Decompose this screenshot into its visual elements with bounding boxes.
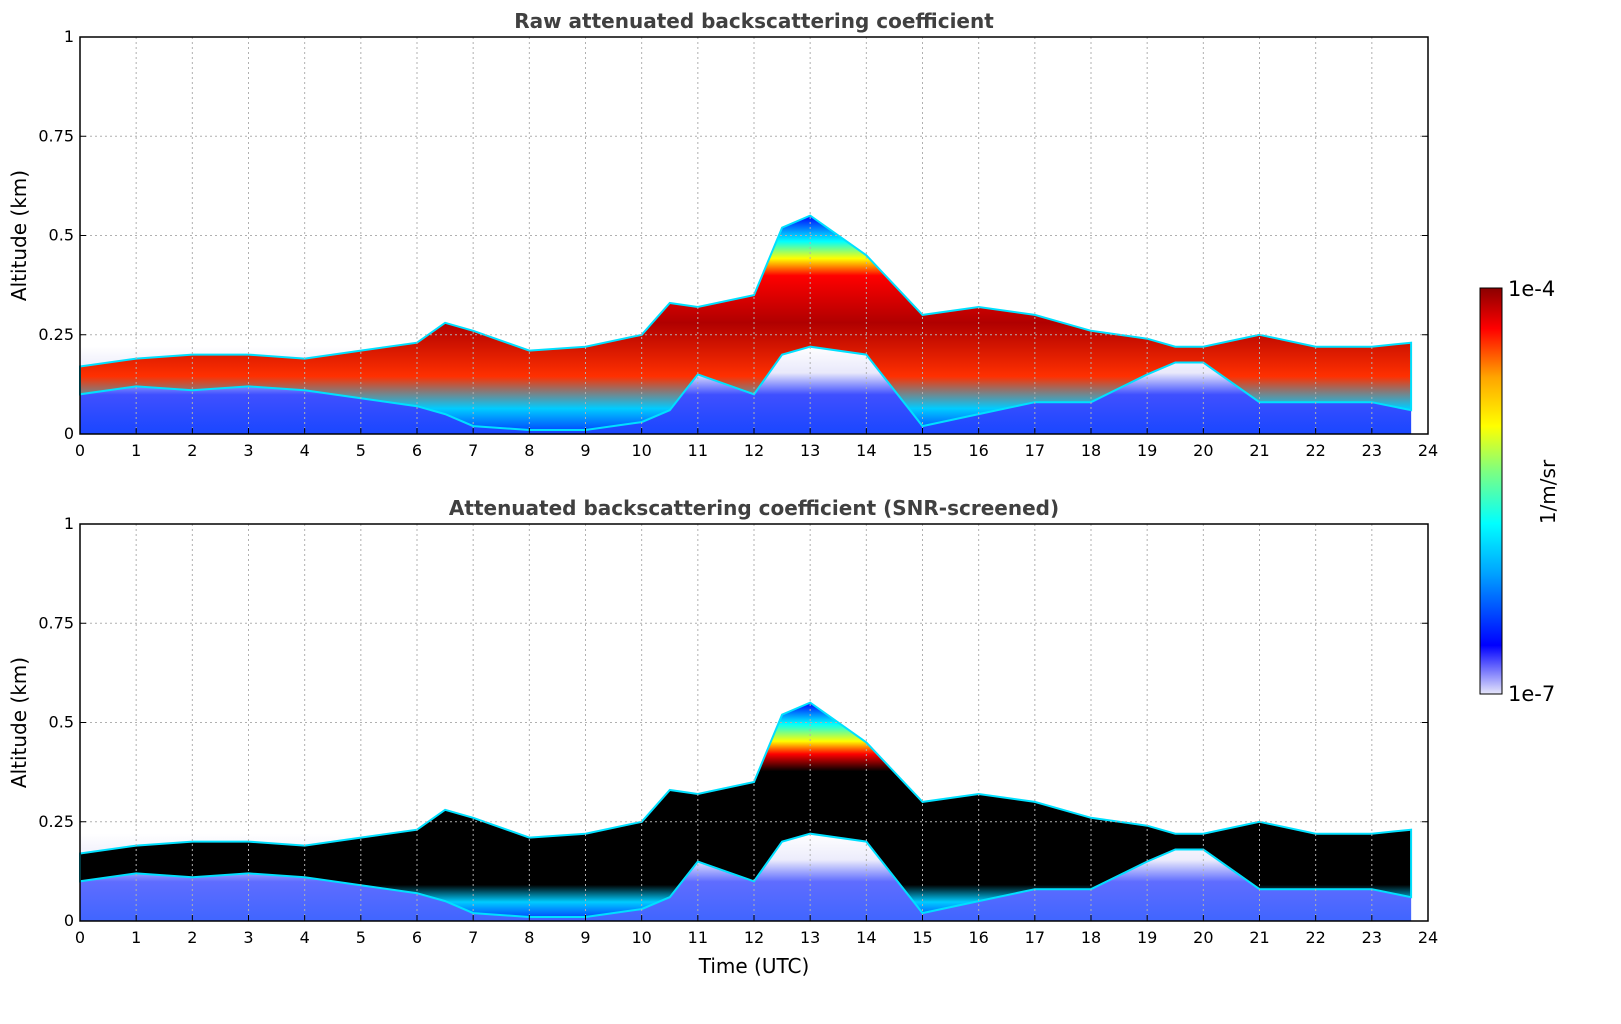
x-tick-label: 23 (1362, 928, 1382, 947)
x-tick-label: 8 (524, 441, 534, 460)
x-tick-label: 23 (1362, 441, 1382, 460)
x-tick-label: 4 (300, 441, 310, 460)
x-tick-label: 24 (1418, 928, 1438, 947)
x-tick-label: 0 (75, 441, 85, 460)
x-tick-label: 20 (1193, 928, 1213, 947)
aerosol-layer (79, 214, 1413, 431)
x-axis-label: Time (UTC) (698, 954, 810, 978)
x-tick-label: 7 (468, 928, 478, 947)
x-tick-label: 9 (580, 928, 590, 947)
aerosol-layer (79, 701, 1413, 918)
x-tick-label: 21 (1249, 928, 1269, 947)
x-tick-label: 6 (412, 928, 422, 947)
panel-1: 0 1 2 3 4 5 6 7 8 9 10 11 12 13 14 15 16 17 18 19 20 21 22 23 24… (7, 9, 1438, 460)
x-tick-label: 2 (187, 441, 197, 460)
x-tick-label: 14 (856, 928, 876, 947)
x-tick-label: 2 (187, 928, 197, 947)
x-tick-label: 16 (968, 928, 988, 947)
x-tick-label: 10 (631, 441, 651, 460)
y-tick-label: 1 (64, 514, 74, 533)
x-tick-label: 9 (580, 441, 590, 460)
y-tick-label: 0.75 (38, 126, 74, 145)
x-tick-label: 22 (1305, 928, 1325, 947)
x-tick-label: 12 (744, 441, 764, 460)
y-tick-label: 0 (64, 911, 74, 930)
x-tick-label: 5 (356, 928, 366, 947)
x-tick-label: 17 (1025, 928, 1045, 947)
x-tick-label: 21 (1249, 441, 1269, 460)
y-axis-label: Altitude (km) (7, 657, 31, 788)
x-tick-label: 3 (243, 928, 253, 947)
y-tick-label: 0.5 (49, 713, 74, 732)
y-tick-label: 0 (64, 424, 74, 443)
x-tick-label: 18 (1081, 441, 1101, 460)
x-tick-label: 13 (800, 928, 820, 947)
x-tick-label: 20 (1193, 441, 1213, 460)
y-tick-label: 0.25 (38, 325, 74, 344)
x-tick-label: 13 (800, 441, 820, 460)
colorbar-min-label: 1e-7 (1508, 682, 1555, 706)
panel-2: 0 1 2 3 4 5 6 7 8 9 10 11 12 13 14 15 16 17 18 19 20 21 22 23 24… (7, 496, 1438, 978)
x-tick-label: 1 (131, 441, 141, 460)
x-tick-label: 17 (1025, 441, 1045, 460)
x-tick-label: 6 (412, 441, 422, 460)
x-tick-label: 15 (912, 441, 932, 460)
x-tick-label: 22 (1305, 441, 1325, 460)
y-tick-label: 1 (64, 27, 74, 46)
y-tick-label: 0.75 (38, 613, 74, 632)
x-tick-label: 1 (131, 928, 141, 947)
colorbar-unit-label: 1/m/sr (1536, 459, 1560, 524)
y-tick-label: 0.5 (49, 226, 74, 245)
x-tick-label: 11 (688, 441, 708, 460)
x-tick-label: 11 (688, 928, 708, 947)
y-axis-label: Altitude (km) (7, 170, 31, 301)
x-tick-label: 15 (912, 928, 932, 947)
colorbar-bar (1479, 287, 1503, 695)
x-tick-label: 16 (968, 441, 988, 460)
chart-title: Attenuated backscattering coefficient (S… (449, 496, 1059, 520)
x-tick-label: 4 (300, 928, 310, 947)
x-tick-label: 19 (1137, 441, 1157, 460)
chart-title: Raw attenuated backscattering coefficien… (514, 9, 994, 33)
x-tick-label: 18 (1081, 928, 1101, 947)
x-tick-label: 5 (356, 441, 366, 460)
x-tick-label: 24 (1418, 441, 1438, 460)
y-tick-label: 0.25 (38, 812, 74, 831)
x-tick-label: 8 (524, 928, 534, 947)
colorbar: 1e-4 1e-7 1/m/sr (1479, 277, 1560, 706)
x-tick-label: 0 (75, 928, 85, 947)
x-tick-label: 12 (744, 928, 764, 947)
x-tick-label: 7 (468, 441, 478, 460)
x-tick-label: 10 (631, 928, 651, 947)
colorbar-max-label: 1e-4 (1508, 277, 1555, 301)
x-tick-label: 14 (856, 441, 876, 460)
x-tick-label: 19 (1137, 928, 1157, 947)
x-tick-label: 3 (243, 441, 253, 460)
